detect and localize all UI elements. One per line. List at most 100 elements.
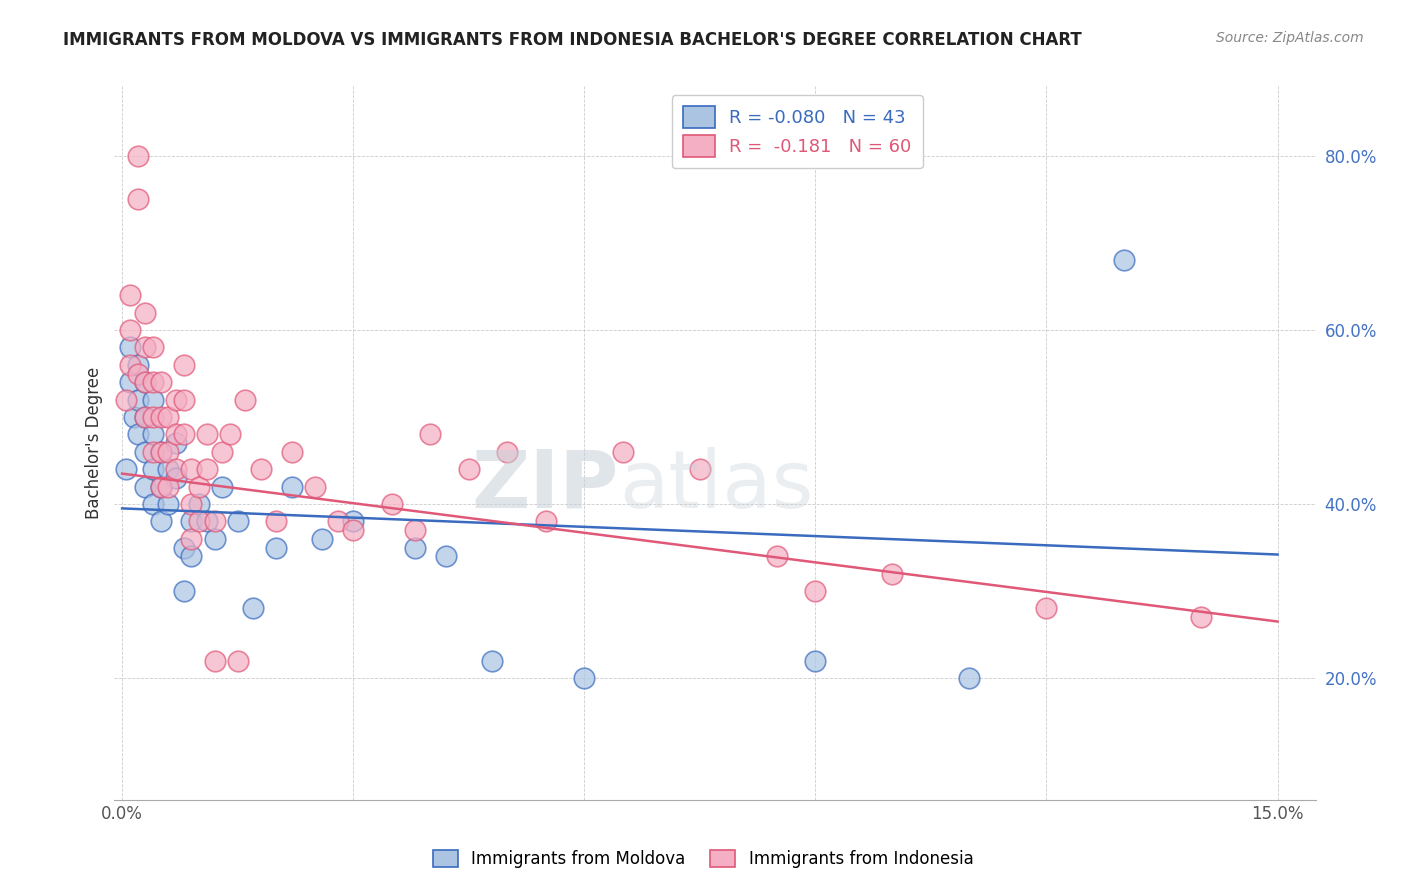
Point [534, 515, 557, 529]
Point [118, 358, 141, 372]
Point [882, 566, 904, 581]
Point [235, 392, 257, 407]
Point [180, 549, 202, 564]
Point [157, 497, 180, 511]
Point [434, 549, 457, 564]
Point [612, 445, 634, 459]
Point [280, 445, 302, 459]
Point [204, 532, 226, 546]
Point [381, 497, 404, 511]
Point [457, 462, 479, 476]
Point [211, 445, 233, 459]
Point [496, 445, 519, 459]
Point [142, 340, 165, 354]
Point [211, 480, 233, 494]
Point [149, 515, 172, 529]
Point [134, 340, 156, 354]
Text: atlas: atlas [619, 447, 814, 525]
Point [134, 480, 156, 494]
Point [134, 410, 156, 425]
Point [134, 445, 156, 459]
Point [689, 462, 711, 476]
Point [404, 541, 426, 555]
Point [127, 367, 149, 381]
Point [127, 358, 149, 372]
Point [219, 427, 242, 442]
Point [165, 427, 187, 442]
Point [157, 445, 180, 459]
Point [326, 515, 349, 529]
Point [959, 671, 981, 685]
Point [134, 410, 156, 425]
Point [149, 445, 172, 459]
Point [127, 149, 149, 163]
Point [1035, 601, 1057, 615]
Point [118, 323, 141, 337]
Point [304, 480, 326, 494]
Point [142, 462, 165, 476]
Y-axis label: Bachelor's Degree: Bachelor's Degree [86, 367, 103, 519]
Legend: R = -0.080   N = 43, R =  -0.181   N = 60: R = -0.080 N = 43, R = -0.181 N = 60 [672, 95, 922, 169]
Point [342, 523, 364, 537]
Point [149, 480, 172, 494]
Text: Source: ZipAtlas.com: Source: ZipAtlas.com [1216, 31, 1364, 45]
Point [574, 671, 596, 685]
Point [173, 584, 195, 599]
Point [188, 497, 211, 511]
Point [195, 515, 218, 529]
Point [142, 497, 165, 511]
Point [180, 497, 202, 511]
Point [157, 410, 180, 425]
Point [188, 480, 211, 494]
Point [157, 480, 180, 494]
Point [122, 410, 145, 425]
Point [242, 601, 264, 615]
Point [134, 305, 156, 319]
Point [142, 376, 165, 390]
Point [280, 480, 302, 494]
Text: ZIP: ZIP [472, 447, 619, 525]
Point [180, 532, 202, 546]
Point [142, 427, 165, 442]
Point [115, 392, 138, 407]
Point [804, 584, 827, 599]
Point [142, 392, 165, 407]
Point [173, 427, 195, 442]
Point [118, 376, 141, 390]
Point [226, 515, 249, 529]
Point [226, 654, 249, 668]
Point [204, 654, 226, 668]
Point [157, 462, 180, 476]
Point [195, 427, 218, 442]
Point [180, 515, 202, 529]
Point [804, 654, 827, 668]
Point [766, 549, 789, 564]
Point [142, 410, 165, 425]
Point [127, 427, 149, 442]
Point [149, 410, 172, 425]
Point [149, 445, 172, 459]
Point [118, 288, 141, 302]
Point [165, 392, 187, 407]
Point [165, 436, 187, 450]
Point [127, 392, 149, 407]
Point [173, 358, 195, 372]
Point [481, 654, 503, 668]
Point [404, 523, 426, 537]
Point [173, 392, 195, 407]
Point [149, 376, 172, 390]
Point [311, 532, 333, 546]
Point [342, 515, 364, 529]
Point [149, 480, 172, 494]
Point [134, 376, 156, 390]
Point [165, 462, 187, 476]
Point [264, 515, 287, 529]
Point [249, 462, 271, 476]
Text: IMMIGRANTS FROM MOLDOVA VS IMMIGRANTS FROM INDONESIA BACHELOR'S DEGREE CORRELATI: IMMIGRANTS FROM MOLDOVA VS IMMIGRANTS FR… [63, 31, 1083, 49]
Legend: Immigrants from Moldova, Immigrants from Indonesia: Immigrants from Moldova, Immigrants from… [426, 843, 980, 875]
Point [1189, 610, 1212, 624]
Point [264, 541, 287, 555]
Point [195, 462, 218, 476]
Point [204, 515, 226, 529]
Point [115, 462, 138, 476]
